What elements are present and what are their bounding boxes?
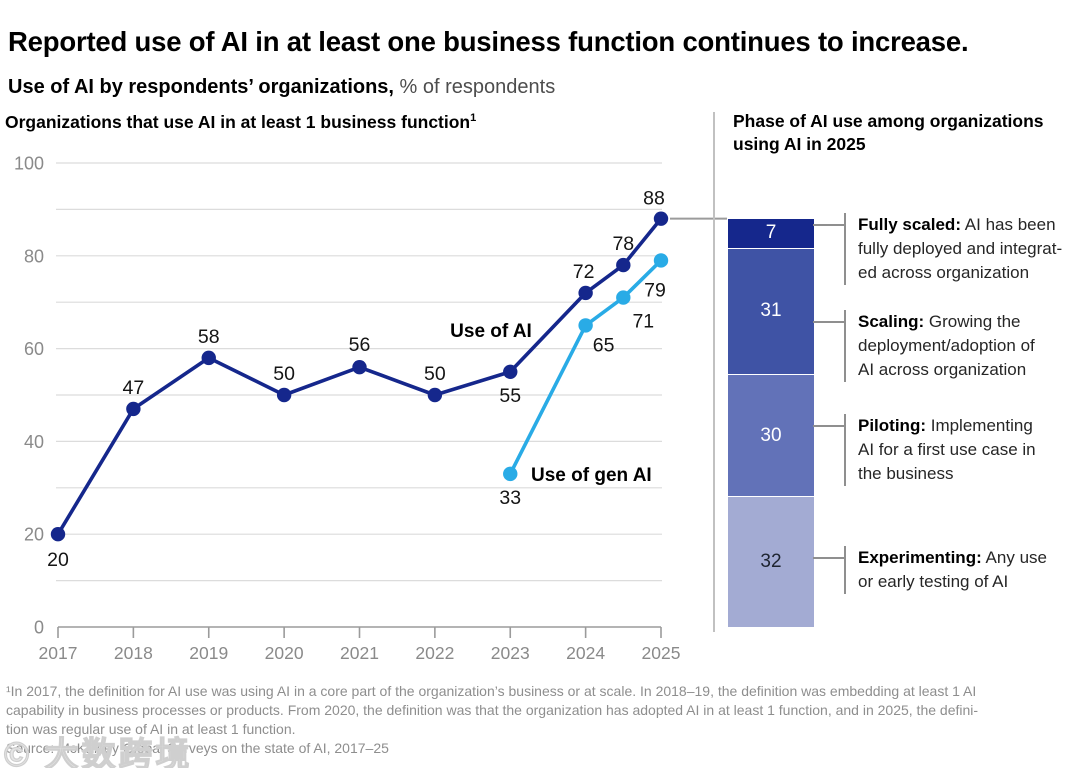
data-point xyxy=(201,350,216,366)
phase-term: Experimenting: xyxy=(858,548,982,567)
phase-segment-value: 30 xyxy=(760,424,782,446)
data-label: 78 xyxy=(612,233,634,255)
x-axis-label: 2017 xyxy=(39,643,78,663)
series-line xyxy=(508,258,663,476)
y-axis-label: 40 xyxy=(24,432,44,452)
y-axis-label: 80 xyxy=(24,246,44,266)
data-point xyxy=(503,466,518,482)
x-axis-label: 2021 xyxy=(340,643,379,663)
footnote: ¹In 2017, the definition for AI use was … xyxy=(6,682,1070,758)
data-label: 55 xyxy=(499,385,521,407)
panel-divider xyxy=(713,112,715,632)
x-axis-label: 2022 xyxy=(415,643,454,663)
subtitle-unit: % of respondents xyxy=(394,76,556,98)
series-name-label: Use of gen AI xyxy=(531,465,652,486)
data-label: 56 xyxy=(349,334,371,356)
data-point xyxy=(578,285,593,301)
y-axis-label: 60 xyxy=(24,339,44,359)
line-chart-heading: Organizations that use AI in at least 1 … xyxy=(5,112,476,133)
x-axis-label: 2023 xyxy=(491,643,530,663)
x-axis-label: 2018 xyxy=(114,643,153,663)
phase-term: Scaling: xyxy=(858,312,925,331)
data-point xyxy=(427,387,443,403)
leader-line xyxy=(813,425,846,427)
data-label: 71 xyxy=(632,311,654,333)
phase-label: Experimenting: Any use or early testing … xyxy=(813,546,1080,594)
x-axis-label: 2020 xyxy=(265,643,304,663)
y-axis-label: 100 xyxy=(14,154,44,174)
data-label: 50 xyxy=(273,363,295,385)
data-point xyxy=(616,290,631,305)
phase-definition: AI has been fully deployed and integrat-… xyxy=(858,215,1063,282)
data-label: 58 xyxy=(198,326,220,348)
data-label: 72 xyxy=(573,261,595,283)
phase-segment-value: 31 xyxy=(760,300,782,322)
source-line: Source: McKinsey Global Surveys on the s… xyxy=(6,740,389,756)
data-point xyxy=(653,211,669,226)
data-point xyxy=(352,359,367,375)
data-label: 65 xyxy=(593,334,615,356)
data-label: 33 xyxy=(499,487,521,509)
series-line xyxy=(56,216,663,537)
x-axis-label: 2024 xyxy=(566,643,605,663)
phase-segment: 30 xyxy=(728,374,814,497)
footnote-line: tion was regular use of AI in at least 1… xyxy=(6,721,296,737)
phase-stacked-bar: 7 31 30 32 xyxy=(728,219,814,627)
footnote-line: ¹In 2017, the definition for AI use was … xyxy=(6,683,977,699)
data-point xyxy=(126,401,141,417)
data-point xyxy=(276,387,292,403)
x-axis-label: 2025 xyxy=(642,643,681,663)
phase-definition: Growing the deployment/adoption of AI ac… xyxy=(858,312,1035,379)
series-name-label: Use of AI xyxy=(450,321,532,342)
x-axis-label: 2019 xyxy=(189,643,228,663)
data-point xyxy=(616,257,631,273)
data-point xyxy=(653,253,669,268)
phase-term: Piloting: xyxy=(858,416,926,435)
phase-segment: 32 xyxy=(728,496,814,627)
page-title: Reported use of AI in at least one busin… xyxy=(8,26,969,58)
phase-label: Scaling: Growing the deployment/adoption… xyxy=(813,310,1080,382)
leader-line xyxy=(813,321,846,323)
phase-term: Fully scaled: xyxy=(858,215,961,234)
data-label: 79 xyxy=(644,279,666,301)
footnote-line: capability in business processes or prod… xyxy=(6,702,979,718)
phase-definition: Implementing AI for a first use case in … xyxy=(858,416,1036,483)
footnote-marker: 1 xyxy=(470,112,477,125)
y-axis-label: 20 xyxy=(24,525,44,545)
phase-segment: 7 xyxy=(728,219,814,248)
phase-segment: 31 xyxy=(728,247,814,375)
exhibit-subtitle: Use of AI by respondents’ organizations,… xyxy=(8,76,555,99)
data-point xyxy=(50,527,66,542)
phase-segment-value: 7 xyxy=(765,222,777,244)
subtitle-bold: Use of AI by respondents’ organizations, xyxy=(8,76,394,98)
leader-line xyxy=(813,224,846,226)
data-label: 50 xyxy=(424,363,446,385)
data-label: 88 xyxy=(643,188,665,210)
phase-definition: Any use or early testing of AI xyxy=(858,548,1047,591)
leader-line xyxy=(813,557,846,559)
data-point xyxy=(578,318,593,333)
data-label: 20 xyxy=(47,549,69,571)
line-chart-heading-text: Organizations that use AI in at least 1 … xyxy=(5,112,471,132)
y-axis-label: 0 xyxy=(34,618,44,638)
phase-panel-heading: Phase of AI use among organizations usin… xyxy=(733,111,1044,154)
data-point xyxy=(503,364,518,379)
data-label: 47 xyxy=(123,377,145,399)
phase-label: Piloting: Implementing AI for a first us… xyxy=(813,414,1080,486)
phase-segment-value: 32 xyxy=(760,551,782,573)
phase-label: Fully scaled: AI has been fully deployed… xyxy=(813,213,1080,285)
